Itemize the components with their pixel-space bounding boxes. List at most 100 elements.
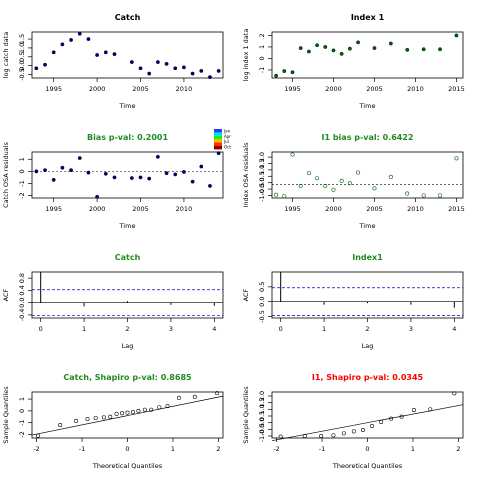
x-tick-label: 1: [322, 325, 326, 333]
data-point: [95, 53, 100, 57]
y-tick-label: 0.4: [18, 285, 26, 295]
y-tick-label: 0.5: [18, 52, 26, 62]
y-axis-label: ACF: [242, 288, 250, 301]
x-tick-label: 2010: [407, 205, 424, 213]
data-point: [182, 65, 186, 70]
plot-frame: [271, 151, 464, 199]
y-tick-label: 1.5: [258, 158, 266, 168]
data-point: [108, 414, 113, 419]
data-point: [331, 48, 336, 53]
y-tick-label: -1.0: [258, 430, 266, 443]
data-point: [282, 69, 287, 74]
data-point: [323, 183, 328, 188]
data-point: [421, 47, 426, 52]
data-point: [216, 151, 221, 156]
x-tick-label: 2005: [132, 205, 149, 213]
y-tick-label: 2.0: [258, 152, 266, 162]
x-tick-label: 2010: [407, 85, 424, 93]
data-point: [34, 169, 39, 174]
legend-swatch: [214, 129, 222, 133]
legend-label: Jul: [223, 139, 229, 144]
x-tick-label: 2000: [89, 85, 106, 93]
panel-title: Catch, Shapiro p-val: 0.8685: [63, 373, 192, 382]
x-tick-label: -1: [319, 445, 325, 453]
y-axis-label: Sample Quantiles: [242, 386, 250, 444]
data-point: [388, 174, 393, 179]
legend-swatch: [214, 139, 222, 143]
data-point: [95, 194, 100, 199]
x-axis-label: Lag: [362, 342, 374, 350]
x-tick-label: 0: [39, 325, 43, 333]
data-point: [164, 171, 169, 176]
legend-swatch: [214, 146, 222, 150]
data-point: [69, 38, 73, 42]
data-point: [208, 183, 212, 188]
data-point: [129, 60, 134, 64]
x-tick-label: 0: [365, 445, 369, 453]
data-point: [190, 179, 195, 184]
x-tick-label: -1: [79, 445, 85, 453]
y-tick-label: 0.0: [258, 417, 266, 427]
data-point: [165, 404, 170, 409]
data-point: [290, 70, 295, 75]
y-axis-label: log index 1 data: [242, 29, 250, 82]
data-point: [306, 49, 311, 54]
data-point: [315, 176, 320, 181]
data-point: [274, 73, 278, 78]
x-tick-label: 2000: [325, 85, 342, 93]
plot-frame: [271, 31, 464, 79]
x-axis-label: Time: [119, 102, 136, 110]
data-point: [60, 165, 65, 170]
y-axis-label: ACF: [2, 288, 10, 301]
x-tick-label: 1995: [45, 205, 62, 213]
x-tick-label: 1: [411, 445, 415, 453]
data-point: [351, 429, 356, 434]
data-point: [125, 410, 130, 415]
data-point: [173, 172, 178, 177]
data-point: [399, 414, 404, 419]
y-tick-label: -1: [258, 67, 266, 73]
plot-frame: [31, 151, 224, 199]
x-axis-label: Time: [359, 222, 376, 230]
x-tick-label: 2005: [366, 85, 383, 93]
data-point: [302, 433, 307, 438]
plot-frame: [31, 271, 224, 319]
x-tick-label: 2015: [448, 85, 465, 93]
qq-reference-line: [31, 395, 224, 436]
panel-catch-resid: Bias p-val: 0.2001 1995 2000 2005 2010 -2 -1 0 1…: [2, 133, 224, 230]
data-point: [278, 434, 283, 439]
panel-title: Bias p-val: 0.2001: [87, 133, 168, 142]
x-tick-label: 1: [171, 445, 175, 453]
x-tick-label: 0: [125, 445, 129, 453]
y-tick-label: 1.0: [258, 404, 266, 414]
y-tick-label: 1: [258, 45, 266, 49]
x-tick-label: 2010: [176, 205, 193, 213]
data-point: [372, 46, 377, 50]
data-point: [93, 415, 98, 420]
data-point: [388, 41, 393, 46]
y-tick-label: 1.5: [18, 34, 26, 44]
y-tick-label: 1: [18, 157, 26, 161]
y-tick-label: -1.0: [258, 189, 266, 202]
data-point: [323, 45, 328, 49]
panel-qq-catch: Catch, Shapiro p-val: 0.8685 -2 -1 0 1 2 -2 -1 0…: [2, 373, 224, 470]
legend-swatch: [214, 142, 222, 146]
panel-title: I1, Shapiro p-val: 0.0345: [312, 373, 424, 382]
data-point: [176, 395, 181, 400]
data-point: [215, 391, 220, 396]
data-point: [411, 407, 416, 412]
y-axis-label: Index OSA residuals: [242, 142, 250, 208]
y-axis-label: log catch data: [2, 32, 10, 78]
data-point: [51, 177, 56, 182]
data-point: [114, 411, 119, 416]
panel-title: Index 1: [351, 13, 385, 22]
data-point: [77, 156, 82, 160]
data-point: [34, 66, 39, 71]
data-point: [315, 43, 319, 48]
panel-catch: Catch 1995 2000 2005 2010 -0.50.00.51.01.5 Tim…: [2, 13, 224, 110]
y-tick-label: -0.5: [258, 310, 266, 323]
data-point: [51, 50, 56, 55]
data-point: [58, 423, 63, 428]
panel-acf-catch: Catch 0 1 2 3 4 -0.4 0.0 0.4 0.8 Lag ACF: [2, 253, 224, 350]
data-point: [199, 69, 204, 73]
